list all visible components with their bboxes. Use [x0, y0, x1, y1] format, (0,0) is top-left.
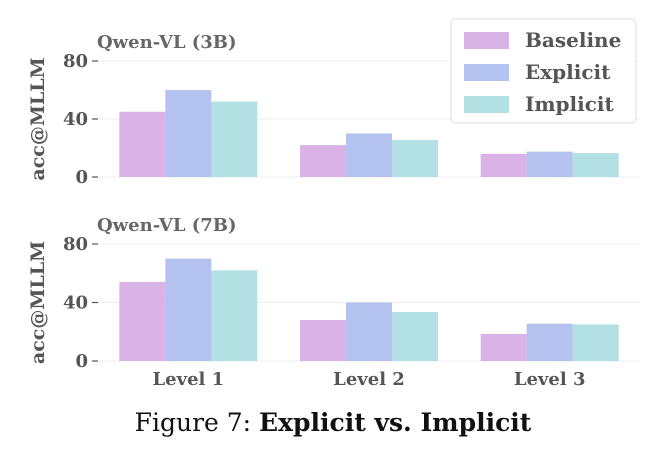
bar-baseline-1	[119, 282, 166, 361]
legend-swatch-implicit	[464, 96, 509, 113]
legend-swatch-explicit	[464, 64, 509, 81]
panel-title: Qwen-VL (7B)	[97, 215, 237, 236]
bar-implicit-1	[211, 101, 258, 177]
legend-swatch-baseline	[464, 32, 509, 49]
caption-title: Explicit vs. Implicit	[259, 408, 532, 437]
figure-caption: Figure 7: Explicit vs. Implicit	[0, 408, 666, 437]
bar-baseline-3	[480, 153, 527, 177]
y-axis-label: acc@MLLM	[27, 57, 49, 180]
bar-baseline-3	[480, 333, 527, 361]
y-axis-label: acc@MLLM	[27, 241, 49, 364]
y-tick-label: 80	[63, 234, 88, 255]
bar-implicit-1	[211, 270, 258, 361]
legend-label-baseline: Baseline	[525, 28, 621, 52]
x-tick-label: Level 3	[514, 369, 586, 390]
x-tick-label: Level 1	[153, 369, 225, 390]
bar-explicit-1	[165, 90, 212, 177]
x-tick-label: Level 2	[333, 369, 405, 390]
y-tick-label: 0	[75, 351, 88, 372]
bar-explicit-1	[165, 258, 212, 361]
y-tick-label: 40	[63, 109, 88, 130]
bar-explicit-2	[346, 133, 392, 177]
bar-explicit-3	[526, 151, 573, 177]
panel-title: Qwen-VL (3B)	[97, 32, 237, 53]
y-tick-label: 80	[63, 51, 88, 72]
bar-implicit-2	[392, 312, 438, 361]
bar-baseline-2	[300, 145, 346, 177]
bar-explicit-3	[526, 323, 573, 361]
chart: 0 40 80 Qwen-VL (3B) acc@MLLM 0 40 80 Qwen-VL (7…	[27, 18, 640, 390]
y-tick-label: 40	[63, 293, 88, 314]
bar-baseline-1	[119, 111, 166, 177]
y-tick-label: 0	[75, 167, 88, 188]
bar-implicit-2	[392, 140, 438, 177]
bar-explicit-2	[346, 302, 392, 361]
bar-implicit-3	[572, 324, 619, 361]
bar-implicit-3	[572, 153, 619, 177]
legend-label-implicit: Implicit	[525, 92, 614, 116]
bar-baseline-2	[300, 320, 346, 361]
caption-prefix: Figure 7:	[134, 408, 260, 437]
legend-label-explicit: Explicit	[525, 60, 611, 84]
